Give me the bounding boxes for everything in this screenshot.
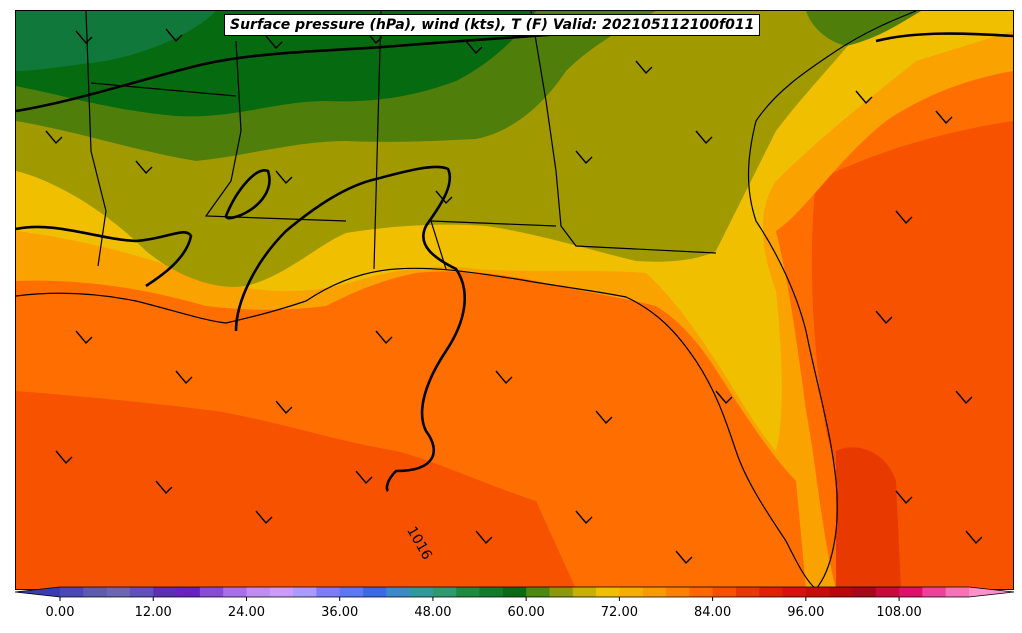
colorbar-swatch <box>363 587 387 597</box>
colorbar-swatch <box>246 587 271 597</box>
colorbar-swatch <box>642 587 667 597</box>
colorbar-tick-label: 60.00 <box>508 605 545 620</box>
colorbar-tick-label: 48.00 <box>414 605 451 620</box>
colorbar-extend-max <box>969 587 1014 597</box>
colorbar-swatch <box>526 587 550 597</box>
colorbar-swatch <box>106 587 131 597</box>
colorbar-swatch <box>735 587 760 597</box>
colorbar-tick-label: 36.00 <box>321 605 358 620</box>
colorbar-swatch <box>339 587 364 597</box>
temp-field-south-atlantic-hot <box>836 447 901 589</box>
colorbar-swatch <box>83 587 108 597</box>
colorbar-swatch <box>572 587 597 597</box>
colorbar-tick-label: 84.00 <box>694 605 731 620</box>
colorbar-tick-label: 0.00 <box>46 605 75 620</box>
colorbar-swatches <box>14 586 1015 598</box>
temp-field-forest-green <box>16 11 216 71</box>
colorbar-swatch <box>549 587 574 597</box>
colorbar-tick-label: 96.00 <box>787 605 824 620</box>
colorbar-swatch <box>199 587 224 597</box>
colorbar-swatch <box>596 587 620 597</box>
colorbar-tick-label: 72.00 <box>601 605 638 620</box>
map-panel: 1016 <box>15 10 1014 590</box>
colorbar-swatch <box>223 587 247 597</box>
colorbar-swatch <box>922 587 947 597</box>
colorbar-swatch <box>293 587 317 597</box>
wind-barbs <box>45 28 983 565</box>
colorbar-swatch <box>875 587 900 597</box>
colorbar-swatch <box>945 587 970 597</box>
colorbar-swatch <box>456 587 481 597</box>
colorbar-swatch <box>176 587 201 597</box>
colorbar-swatch <box>899 587 923 597</box>
colorbar-swatch <box>386 587 411 597</box>
colorbar-swatch <box>502 587 527 597</box>
colorbar-swatch <box>129 587 154 597</box>
colorbar-swatch <box>316 587 341 597</box>
colorbar-swatch <box>829 587 853 597</box>
colorbar-swatch <box>805 587 830 597</box>
colorbar-swatch <box>619 587 644 597</box>
colorbar-swatch <box>666 587 690 597</box>
colorbar-swatch <box>479 587 504 597</box>
colorbar-swatch <box>432 587 457 597</box>
colorbar-extend-min <box>15 587 60 597</box>
colorbar-swatch <box>852 587 877 597</box>
coastline <box>16 11 917 589</box>
isobars <box>16 31 1013 492</box>
temp-field-southwest <box>16 391 576 589</box>
colorbar-swatch <box>60 587 84 597</box>
colorbar-tick-label: 108.00 <box>876 605 922 620</box>
colorbar-swatch <box>409 587 434 597</box>
colorbar: 0.00 12.00 24.00 36.00 48.00 60.00 72.00 84.00 9… <box>14 586 1015 620</box>
colorbar-swatch <box>153 587 178 597</box>
colorbar-ticks: 0.00 12.00 24.00 36.00 48.00 60.00 72.00 84.00 9… <box>46 597 922 620</box>
colorbar-swatch <box>269 587 294 597</box>
colorbar-tick-label: 24.00 <box>228 605 265 620</box>
colorbar-swatch <box>689 587 714 597</box>
colorbar-swatch <box>782 587 807 597</box>
colorbar-swatch <box>712 587 737 597</box>
map-title: Surface pressure (hPa), wind (kts), T (F… <box>224 14 761 36</box>
colorbar-swatch <box>759 587 784 597</box>
colorbar-tick-label: 12.00 <box>135 605 172 620</box>
temp-field-ne-green <box>806 11 921 46</box>
